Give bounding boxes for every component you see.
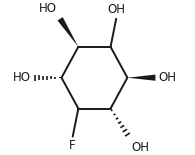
Text: OH: OH <box>158 71 176 84</box>
Polygon shape <box>58 17 78 47</box>
Polygon shape <box>127 75 155 81</box>
Text: OH: OH <box>108 3 126 16</box>
Text: OH: OH <box>131 141 150 154</box>
Text: F: F <box>69 139 75 152</box>
Text: HO: HO <box>13 71 31 84</box>
Text: HO: HO <box>39 2 57 15</box>
